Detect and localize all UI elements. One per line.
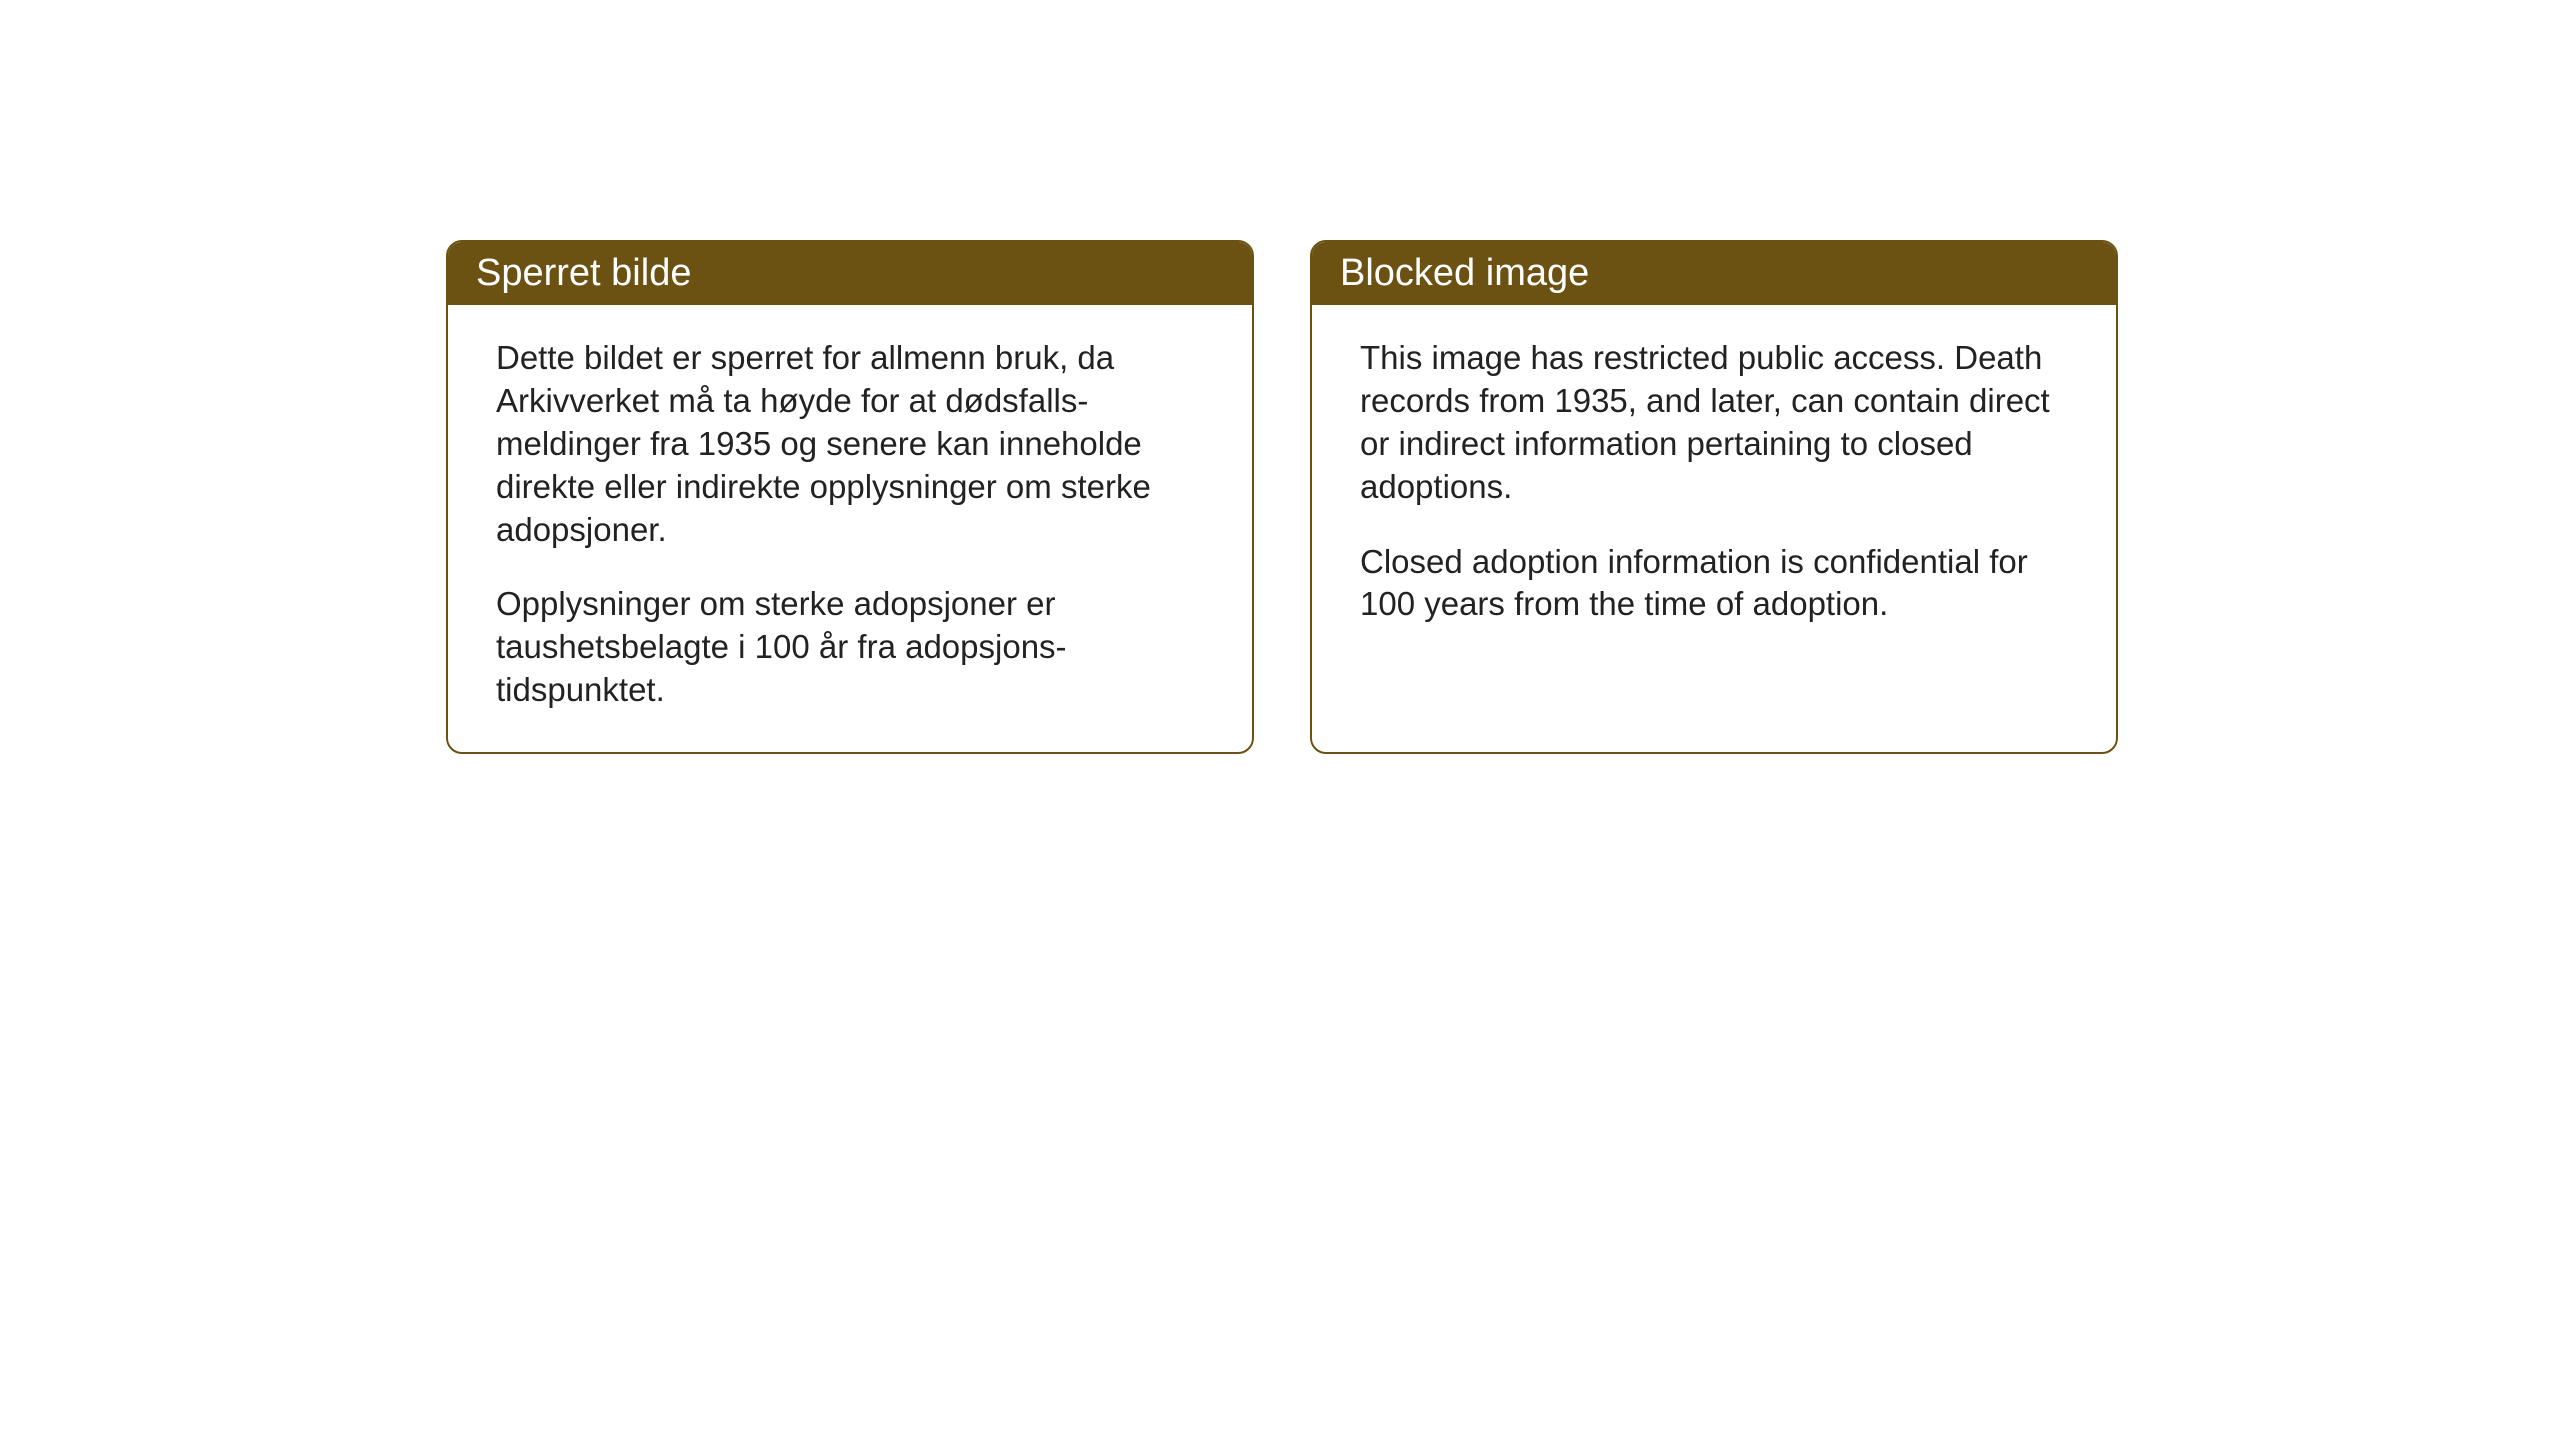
card-english-header: Blocked image	[1312, 242, 2116, 305]
card-norwegian-paragraph-1: Dette bildet er sperret for allmenn bruk…	[496, 337, 1204, 551]
card-norwegian-paragraph-2: Opplysninger om sterke adopsjoner er tau…	[496, 583, 1204, 712]
card-english-title: Blocked image	[1340, 252, 1589, 294]
card-english: Blocked image This image has restricted …	[1310, 240, 2118, 754]
card-english-paragraph-2: Closed adoption information is confident…	[1360, 541, 2068, 627]
card-norwegian-title: Sperret bilde	[476, 252, 691, 294]
card-english-paragraph-1: This image has restricted public access.…	[1360, 337, 2068, 509]
card-norwegian-body: Dette bildet er sperret for allmenn bruk…	[448, 305, 1252, 752]
card-english-body: This image has restricted public access.…	[1312, 305, 2116, 666]
cards-container: Sperret bilde Dette bildet er sperret fo…	[446, 240, 2118, 754]
card-norwegian: Sperret bilde Dette bildet er sperret fo…	[446, 240, 1254, 754]
card-norwegian-header: Sperret bilde	[448, 242, 1252, 305]
